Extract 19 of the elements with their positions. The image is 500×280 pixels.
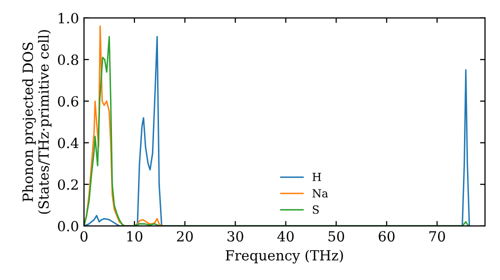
x-tick-label: 70 xyxy=(429,231,445,242)
x-tick-label: 60 xyxy=(378,231,395,242)
x-tick-label: 0 xyxy=(80,231,88,242)
y-tick-label: 1.0 xyxy=(58,12,78,24)
x-tick-label: 50 xyxy=(328,231,344,242)
y-tick-label: 0.4 xyxy=(58,138,78,148)
legend-label: S xyxy=(312,205,319,214)
y-tick-label: 0.8 xyxy=(58,54,78,65)
x-tick-label: 40 xyxy=(277,231,294,242)
y-tick-label: 0.2 xyxy=(58,179,78,190)
y-tick-label: 0.6 xyxy=(58,96,78,107)
x-axis-title: Frequency (THz) xyxy=(226,250,343,264)
y-axis-title: Phonon projected DOS (States/THz·primitive cell) xyxy=(22,30,52,214)
x-tick-label: 10 xyxy=(127,231,142,242)
legend-label: Na xyxy=(312,189,328,198)
x-tick-label: 30 xyxy=(228,231,244,242)
x-tick-label: 20 xyxy=(176,231,193,242)
y-tick-label: 0.0 xyxy=(58,220,78,232)
legend-label: H xyxy=(312,172,322,182)
